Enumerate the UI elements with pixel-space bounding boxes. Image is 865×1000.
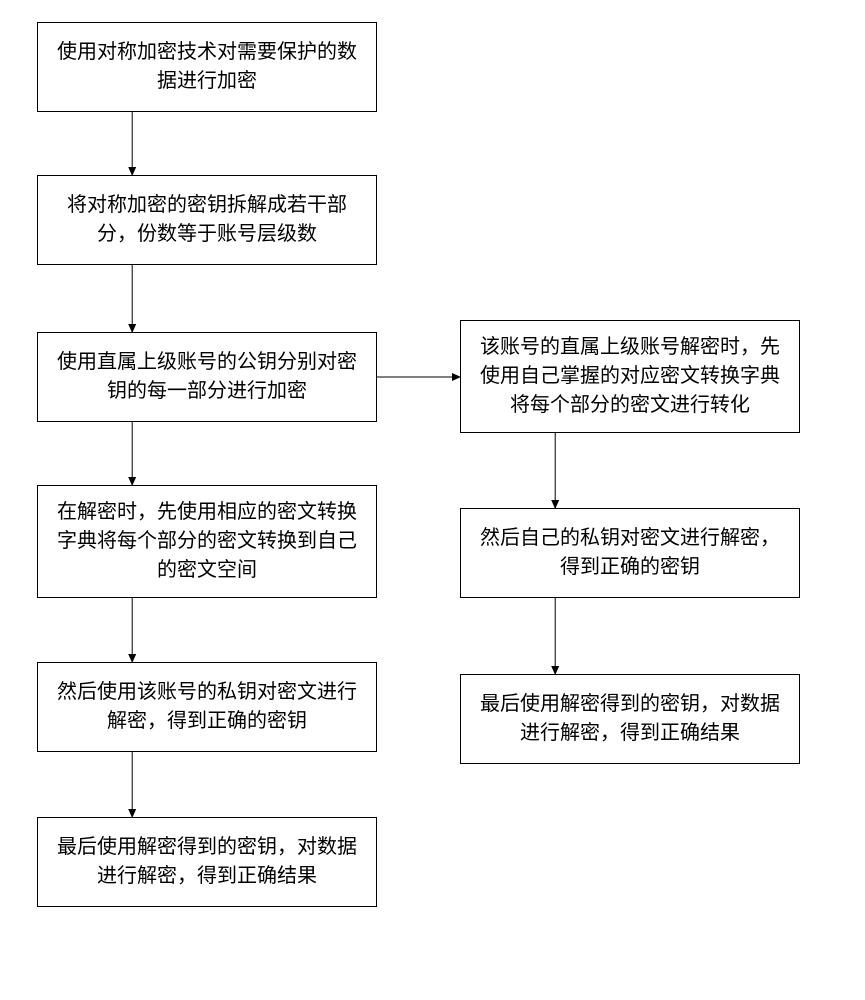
node-branch-1: 该账号的直属上级账号解密时，先使用自己掌握的对应密文转换字典将每个部分的密文进行… xyxy=(460,320,800,433)
node-step-5: 然后使用该账号的私钥对密文进行解密，得到正确的密钥 xyxy=(37,662,377,752)
node-step-6: 最后使用解密得到的密钥，对数据进行解密，得到正确结果 xyxy=(37,817,377,907)
node-text: 然后自己的私钥对密文进行解密，得到正确的密钥 xyxy=(475,524,785,582)
node-text: 最后使用解密得到的密钥，对数据进行解密，得到正确结果 xyxy=(52,833,362,891)
node-text: 将对称加密的密钥拆解成若干部分，份数等于账号层级数 xyxy=(52,191,362,249)
flowchart-canvas: 使用对称加密技术对需要保护的数据进行加密 将对称加密的密钥拆解成若干部分，份数等… xyxy=(0,0,865,1000)
node-text: 在解密时，先使用相应的密文转换字典将每个部分的密文转换到自己的密文空间 xyxy=(52,498,362,585)
node-step-1: 使用对称加密技术对需要保护的数据进行加密 xyxy=(37,22,377,112)
node-text: 然后使用该账号的私钥对密文进行解密，得到正确的密钥 xyxy=(52,678,362,736)
node-text: 该账号的直属上级账号解密时，先使用自己掌握的对应密文转换字典将每个部分的密文进行… xyxy=(475,333,785,420)
node-step-2: 将对称加密的密钥拆解成若干部分，份数等于账号层级数 xyxy=(37,175,377,265)
node-branch-3: 最后使用解密得到的密钥，对数据进行解密，得到正确结果 xyxy=(460,674,800,764)
node-text: 使用对称加密技术对需要保护的数据进行加密 xyxy=(52,38,362,96)
node-text: 使用直属上级账号的公钥分别对密钥的每一部分进行加密 xyxy=(52,348,362,406)
node-branch-2: 然后自己的私钥对密文进行解密，得到正确的密钥 xyxy=(460,508,800,598)
node-step-3: 使用直属上级账号的公钥分别对密钥的每一部分进行加密 xyxy=(37,332,377,422)
node-step-4: 在解密时，先使用相应的密文转换字典将每个部分的密文转换到自己的密文空间 xyxy=(37,485,377,598)
node-text: 最后使用解密得到的密钥，对数据进行解密，得到正确结果 xyxy=(475,690,785,748)
